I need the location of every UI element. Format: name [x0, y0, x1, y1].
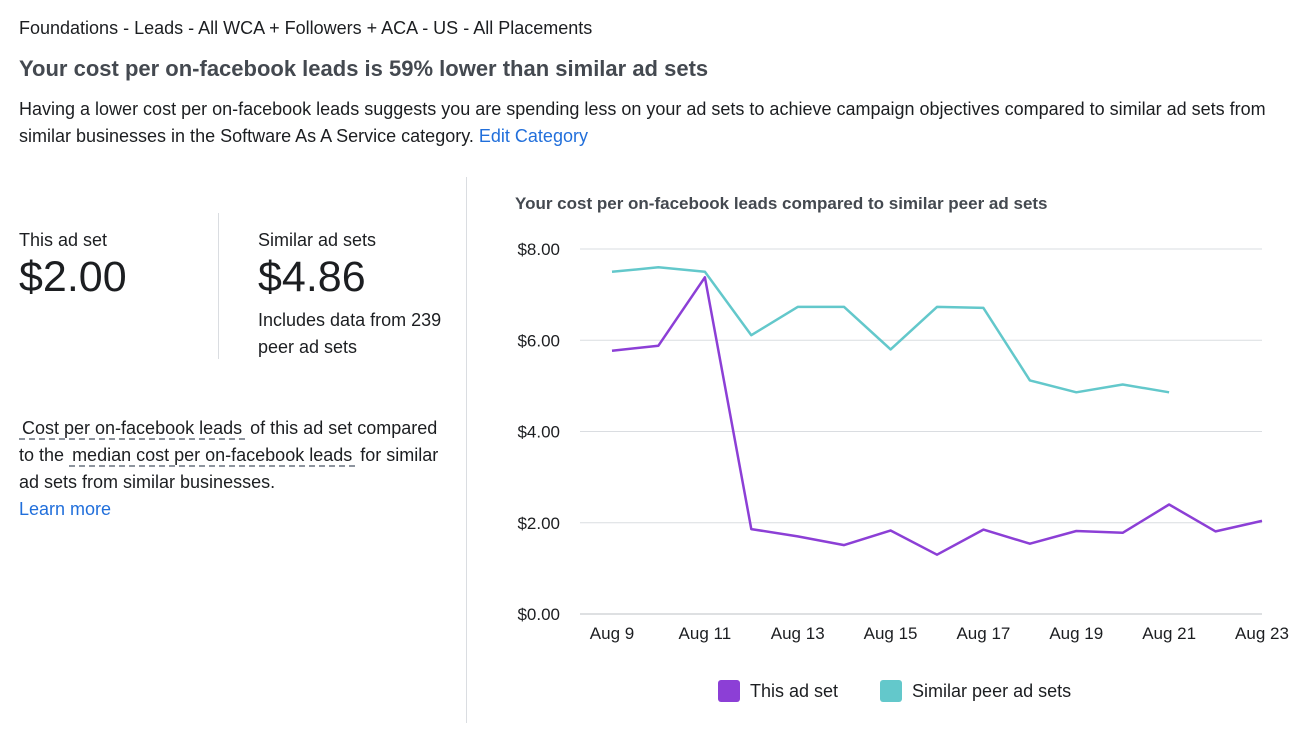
x-tick-label: Aug 9 — [590, 624, 634, 643]
y-tick-label: $2.00 — [517, 514, 560, 533]
y-tick-label: $4.00 — [517, 423, 560, 442]
campaign-breadcrumb: Foundations - Leads - All WCA + Follower… — [19, 18, 593, 38]
insight-headline: Your cost per on-facebook leads is 59% l… — [19, 56, 709, 81]
panel-divider — [466, 177, 467, 723]
x-tick-label: Aug 19 — [1049, 624, 1103, 643]
x-tick-label: Aug 23 — [1235, 624, 1289, 643]
insight-description: Having a lower cost per on-facebook lead… — [19, 96, 1289, 150]
learn-more-link[interactable]: Learn more — [19, 499, 112, 519]
peer-data-note: Includes data from 239 peer ad sets — [258, 310, 442, 357]
cost-per-lead-term[interactable]: Cost per on-facebook leads — [19, 418, 246, 440]
similar-ad-sets-label: Similar ad sets — [258, 230, 377, 250]
cost-comparison-chart: $0.00 $2.00 $4.00 $6.00 $8.00 Aug 9 Aug 11 Aug … — [517, 240, 1289, 643]
similar-ad-sets-metric: Similar ad sets $4.86 Includes data from… — [258, 230, 458, 361]
x-tick-label: Aug 17 — [956, 624, 1010, 643]
x-tick-label: Aug 15 — [864, 624, 918, 643]
y-tick-label: $0.00 — [517, 605, 560, 624]
metric-explanation: Cost per on-facebook leads of this ad se… — [19, 415, 439, 523]
x-tick-label: Aug 21 — [1142, 624, 1196, 643]
chart-title: Your cost per on-facebook leads compared… — [515, 194, 1048, 213]
explanation-text-2: for similar ad sets from similar busines… — [19, 445, 439, 492]
legend-item-this[interactable]: This ad set — [718, 680, 838, 702]
y-tick-label: $8.00 — [517, 240, 560, 259]
legend-item-similar[interactable]: Similar peer ad sets — [880, 680, 1071, 702]
similar-ad-sets-line — [611, 266, 1170, 394]
metric-divider — [218, 213, 219, 359]
this-ad-set-label: This ad set — [19, 230, 108, 250]
similar-ad-sets-value: $4.86 — [258, 253, 366, 301]
description-text: Having a lower cost per on-facebook lead… — [19, 99, 1266, 146]
this-ad-set-metric: This ad set $2.00 — [19, 230, 127, 300]
median-cost-term[interactable]: median cost per on-facebook leads — [69, 445, 356, 467]
legend-label-similar: Similar peer ad sets — [912, 680, 1072, 701]
this-ad-set-line — [611, 276, 1263, 556]
y-tick-label: $6.00 — [517, 331, 560, 350]
explanation-text-1: of this ad set compared to the — [19, 418, 438, 465]
similar-ad-sets-swatch — [880, 680, 903, 702]
this-ad-set-swatch — [718, 680, 740, 702]
chart-legend: This ad set Similar peer ad sets — [718, 680, 1113, 702]
this-ad-set-value: $2.00 — [19, 253, 127, 301]
edit-category-link[interactable]: Edit Category — [478, 126, 588, 146]
x-tick-label: Aug 13 — [771, 624, 825, 643]
legend-label-this: This ad set — [750, 680, 839, 701]
x-tick-label: Aug 11 — [679, 624, 732, 643]
